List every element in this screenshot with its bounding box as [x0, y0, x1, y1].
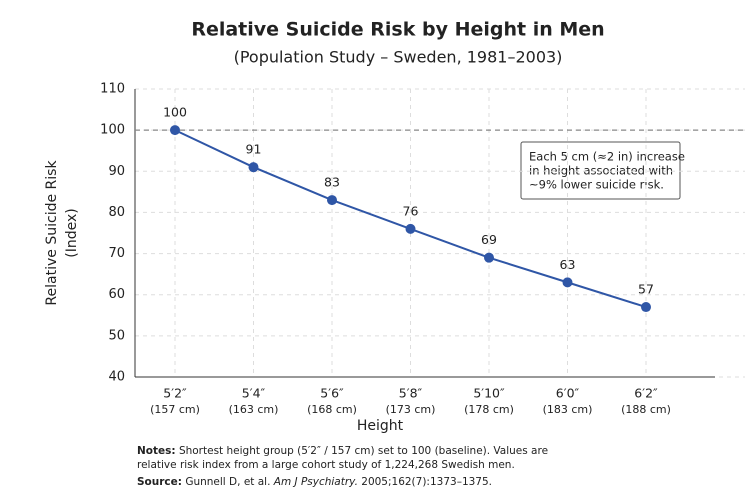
annotation-line: Each 5 cm (≈2 in) increase	[529, 150, 685, 164]
x-tick-sublabel: (178 cm)	[464, 403, 514, 416]
annotation-line: in height associated with	[529, 164, 673, 178]
notes-text: Shortest height group (5′2″ / 157 cm) se…	[179, 445, 548, 457]
data-point	[327, 195, 337, 206]
x-tick-label: 5′8″	[399, 386, 423, 401]
chart-subtitle: (Population Study – Sweden, 1981–2003)	[234, 48, 563, 67]
chart-title: Relative Suicide Risk by Height in Men	[191, 19, 604, 41]
x-tick-label: 5′10″	[473, 386, 505, 401]
data-point	[562, 277, 573, 288]
x-tick-sublabel: (157 cm)	[150, 403, 200, 416]
source-text: 2005;162(7):1373–1375.	[358, 476, 492, 488]
data-label: 57	[638, 282, 654, 297]
data-label: 83	[324, 175, 340, 190]
y-tick-label: 110	[100, 82, 125, 97]
x-tick-sublabel: (168 cm)	[307, 403, 357, 416]
notes-text: relative risk index from a large cohort …	[137, 459, 515, 471]
source-journal: Am J Psychiatry.	[273, 476, 358, 488]
y-tick-label: 50	[108, 328, 125, 343]
y-axis-label-line: Relative Suicide Risk	[44, 160, 60, 306]
x-tick-label: 6′2″	[634, 386, 658, 401]
source-label: Source:	[137, 476, 182, 488]
data-label: 100	[163, 105, 187, 120]
y-axis-label: Relative Suicide Risk (Index)	[44, 160, 80, 306]
y-tick-label: 70	[108, 246, 125, 261]
x-tick-label: 5′6″	[320, 386, 344, 401]
y-tick-label: 100	[100, 123, 125, 138]
x-tick-sublabel: (173 cm)	[386, 403, 436, 416]
data-point	[170, 125, 180, 136]
data-point	[405, 223, 416, 234]
annotation-line: ~9% lower suicide risk.	[529, 178, 664, 192]
y-tick-label: 90	[108, 164, 125, 179]
x-tick-label: 5′2″	[163, 386, 187, 401]
data-point	[641, 302, 651, 313]
source: Source: Gunnell D, et al. Am J Psychiatr…	[137, 476, 492, 488]
data-label: 69	[481, 232, 497, 247]
y-axis-label-line: (Index)	[64, 208, 80, 257]
x-tick-sublabel: (163 cm)	[229, 403, 279, 416]
data-label: 76	[403, 203, 419, 218]
x-tick-label: 5′4″	[242, 386, 266, 401]
notes: Notes: Shortest height group (5′2″ / 157…	[137, 445, 548, 457]
data-label: 63	[560, 257, 576, 272]
y-tick-label: 60	[108, 287, 125, 302]
y-tick-label: 80	[108, 205, 125, 220]
data-label: 91	[246, 142, 262, 157]
notes-label: Notes:	[137, 445, 176, 457]
y-tick-label: 40	[108, 370, 125, 385]
x-axis-label: Height	[357, 418, 404, 434]
source-text: Gunnell D, et al.	[185, 476, 273, 488]
annotation-box	[520, 141, 681, 200]
x-tick-sublabel: (188 cm)	[621, 403, 671, 416]
data-point	[484, 252, 494, 263]
data-point	[248, 162, 259, 173]
x-tick-sublabel: (183 cm)	[543, 403, 593, 416]
x-tick-label: 6′0″	[556, 386, 580, 401]
